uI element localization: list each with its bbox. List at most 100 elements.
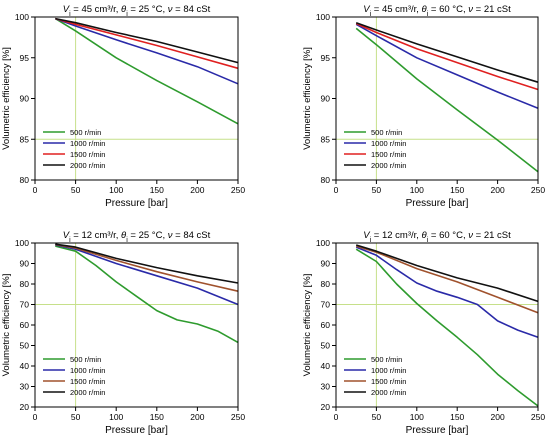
- y-tick-label: 60: [321, 320, 331, 330]
- y-tick-label: 85: [20, 134, 30, 144]
- series-line-2: [55, 244, 239, 306]
- legend-label-1: 500 r/min: [371, 128, 402, 137]
- y-tick-label: 80: [20, 279, 30, 289]
- x-axis-label: Pressure [bar]: [406, 425, 469, 436]
- y-tick-label: 90: [20, 94, 30, 104]
- plot-frame: [34, 16, 239, 181]
- legend-label-2: 1000 r/min: [371, 366, 406, 375]
- title-part-v-sub: i: [370, 11, 372, 18]
- series-line-2: [55, 17, 239, 85]
- legend-label-3: 1500 r/min: [371, 377, 406, 386]
- y-tick-label: 80: [321, 175, 331, 185]
- series-line-1: [54, 17, 239, 125]
- y-tick-label: 70: [20, 300, 30, 310]
- x-tick-label: 200: [491, 412, 505, 422]
- x-tick-label: 50: [71, 185, 81, 195]
- x-tick-label: 200: [190, 185, 204, 195]
- legend-label-2: 1000 r/min: [371, 139, 406, 148]
- title-part-v-sub: i: [69, 11, 71, 18]
- x-tick-label: 150: [450, 412, 464, 422]
- y-tick-label: 90: [321, 94, 331, 104]
- title-part-eq2: = 60 °C,: [428, 4, 468, 15]
- title-part-eq1: = 45 cm³/r,: [71, 4, 121, 15]
- y-tick-label: 50: [20, 341, 30, 351]
- y-tick-label: 40: [20, 361, 30, 371]
- series-line-3: [355, 245, 539, 314]
- x-axis-label: Pressure [bar]: [105, 198, 168, 209]
- title-part-v: V: [363, 4, 371, 15]
- series-line-4: [355, 21, 539, 83]
- x-tick-label: 200: [491, 185, 505, 195]
- series-line-3: [355, 22, 539, 91]
- x-tick-label: 100: [109, 185, 123, 195]
- y-tick-label: 100: [316, 238, 330, 248]
- title-part-eq1: = 12 cm³/r,: [71, 230, 121, 241]
- x-tick-label: 0: [334, 185, 339, 195]
- y-tick-label: 80: [321, 279, 331, 289]
- x-tick-label: 250: [231, 185, 245, 195]
- x-tick-label: 0: [33, 185, 38, 195]
- chart-title: Vi = 45 cm³/r, θi = 60 °C, ν = 21 cSt: [363, 4, 511, 18]
- title-part-theta: θ: [422, 4, 428, 15]
- y-tick-label: 95: [321, 53, 331, 63]
- legend-label-4: 2000 r/min: [371, 388, 406, 397]
- legend-label-4: 2000 r/min: [70, 161, 105, 170]
- title-part-eq1: = 12 cm³/r,: [371, 230, 421, 241]
- x-tick-label: 0: [33, 412, 38, 422]
- title-part-eq3: = 21 cSt: [473, 4, 511, 15]
- title-part-v-sub: i: [370, 237, 372, 244]
- x-axis-label: Pressure [bar]: [406, 198, 469, 209]
- legend-label-3: 1500 r/min: [70, 150, 105, 159]
- series-line-3: [55, 17, 239, 70]
- x-tick-label: 250: [531, 412, 545, 422]
- series-line-1: [355, 248, 539, 407]
- y-tick-label: 40: [321, 361, 331, 371]
- y-axis-label: Volumetric efficiency [%]: [1, 47, 12, 150]
- legend-label-1: 500 r/min: [70, 128, 101, 137]
- title-part-theta-sub: i: [427, 11, 429, 18]
- title-part-eq2: = 25 °C,: [128, 230, 168, 241]
- x-tick-label: 100: [410, 412, 424, 422]
- legend-label-3: 1500 r/min: [371, 150, 406, 159]
- y-tick-label: 30: [321, 382, 331, 392]
- title-part-eq1: = 45 cm³/r,: [371, 4, 421, 15]
- chart-title: Vi = 45 cm³/r, θi = 25 °C, ν = 84 cSt: [63, 4, 211, 18]
- title-part-v: V: [363, 230, 371, 241]
- y-axis-label: Volumetric efficiency [%]: [302, 47, 313, 150]
- y-tick-label: 20: [20, 402, 30, 412]
- title-part-eq3: = 84 cSt: [173, 230, 211, 241]
- x-tick-label: 150: [150, 185, 164, 195]
- title-part-eq2: = 60 °C,: [428, 230, 468, 241]
- title-part-eq3: = 84 cSt: [173, 4, 211, 15]
- chart-3: 0 50 100 150 200 250 20 30 40 50 60 70 80 90 100 Pressu…: [1, 230, 245, 436]
- legend-label-2: 1000 r/min: [70, 366, 105, 375]
- y-tick-label: 100: [15, 238, 29, 248]
- series-line-4: [55, 243, 239, 284]
- series-line-4: [55, 17, 239, 64]
- series-line-1: [355, 27, 539, 173]
- x-tick-label: 150: [450, 185, 464, 195]
- y-tick-label: 80: [20, 175, 30, 185]
- legend-label-4: 2000 r/min: [70, 388, 105, 397]
- y-tick-label: 70: [321, 300, 331, 310]
- title-part-theta: θ: [121, 4, 127, 15]
- x-tick-label: 0: [334, 412, 339, 422]
- series-line-2: [355, 246, 539, 339]
- series-line-1: [55, 245, 239, 344]
- chart-title: Vi = 12 cm³/r, θi = 60 °C, ν = 21 cSt: [363, 230, 511, 244]
- title-part-v: V: [63, 230, 71, 241]
- y-axis-label: Volumetric efficiency [%]: [1, 274, 12, 377]
- x-tick-label: 100: [410, 185, 424, 195]
- y-tick-label: 90: [20, 259, 30, 269]
- title-part-eq3: = 21 cSt: [473, 230, 511, 241]
- y-tick-label: 100: [15, 12, 29, 22]
- x-tick-label: 200: [190, 412, 204, 422]
- legend-label-1: 500 r/min: [371, 355, 402, 364]
- plot-frame: [34, 242, 239, 408]
- series-line-3: [55, 243, 239, 292]
- x-tick-label: 50: [71, 412, 81, 422]
- title-part-theta-sub: i: [126, 11, 128, 18]
- legend-label-2: 1000 r/min: [70, 139, 105, 148]
- series-line-2: [355, 23, 539, 110]
- title-part-theta: θ: [121, 230, 127, 241]
